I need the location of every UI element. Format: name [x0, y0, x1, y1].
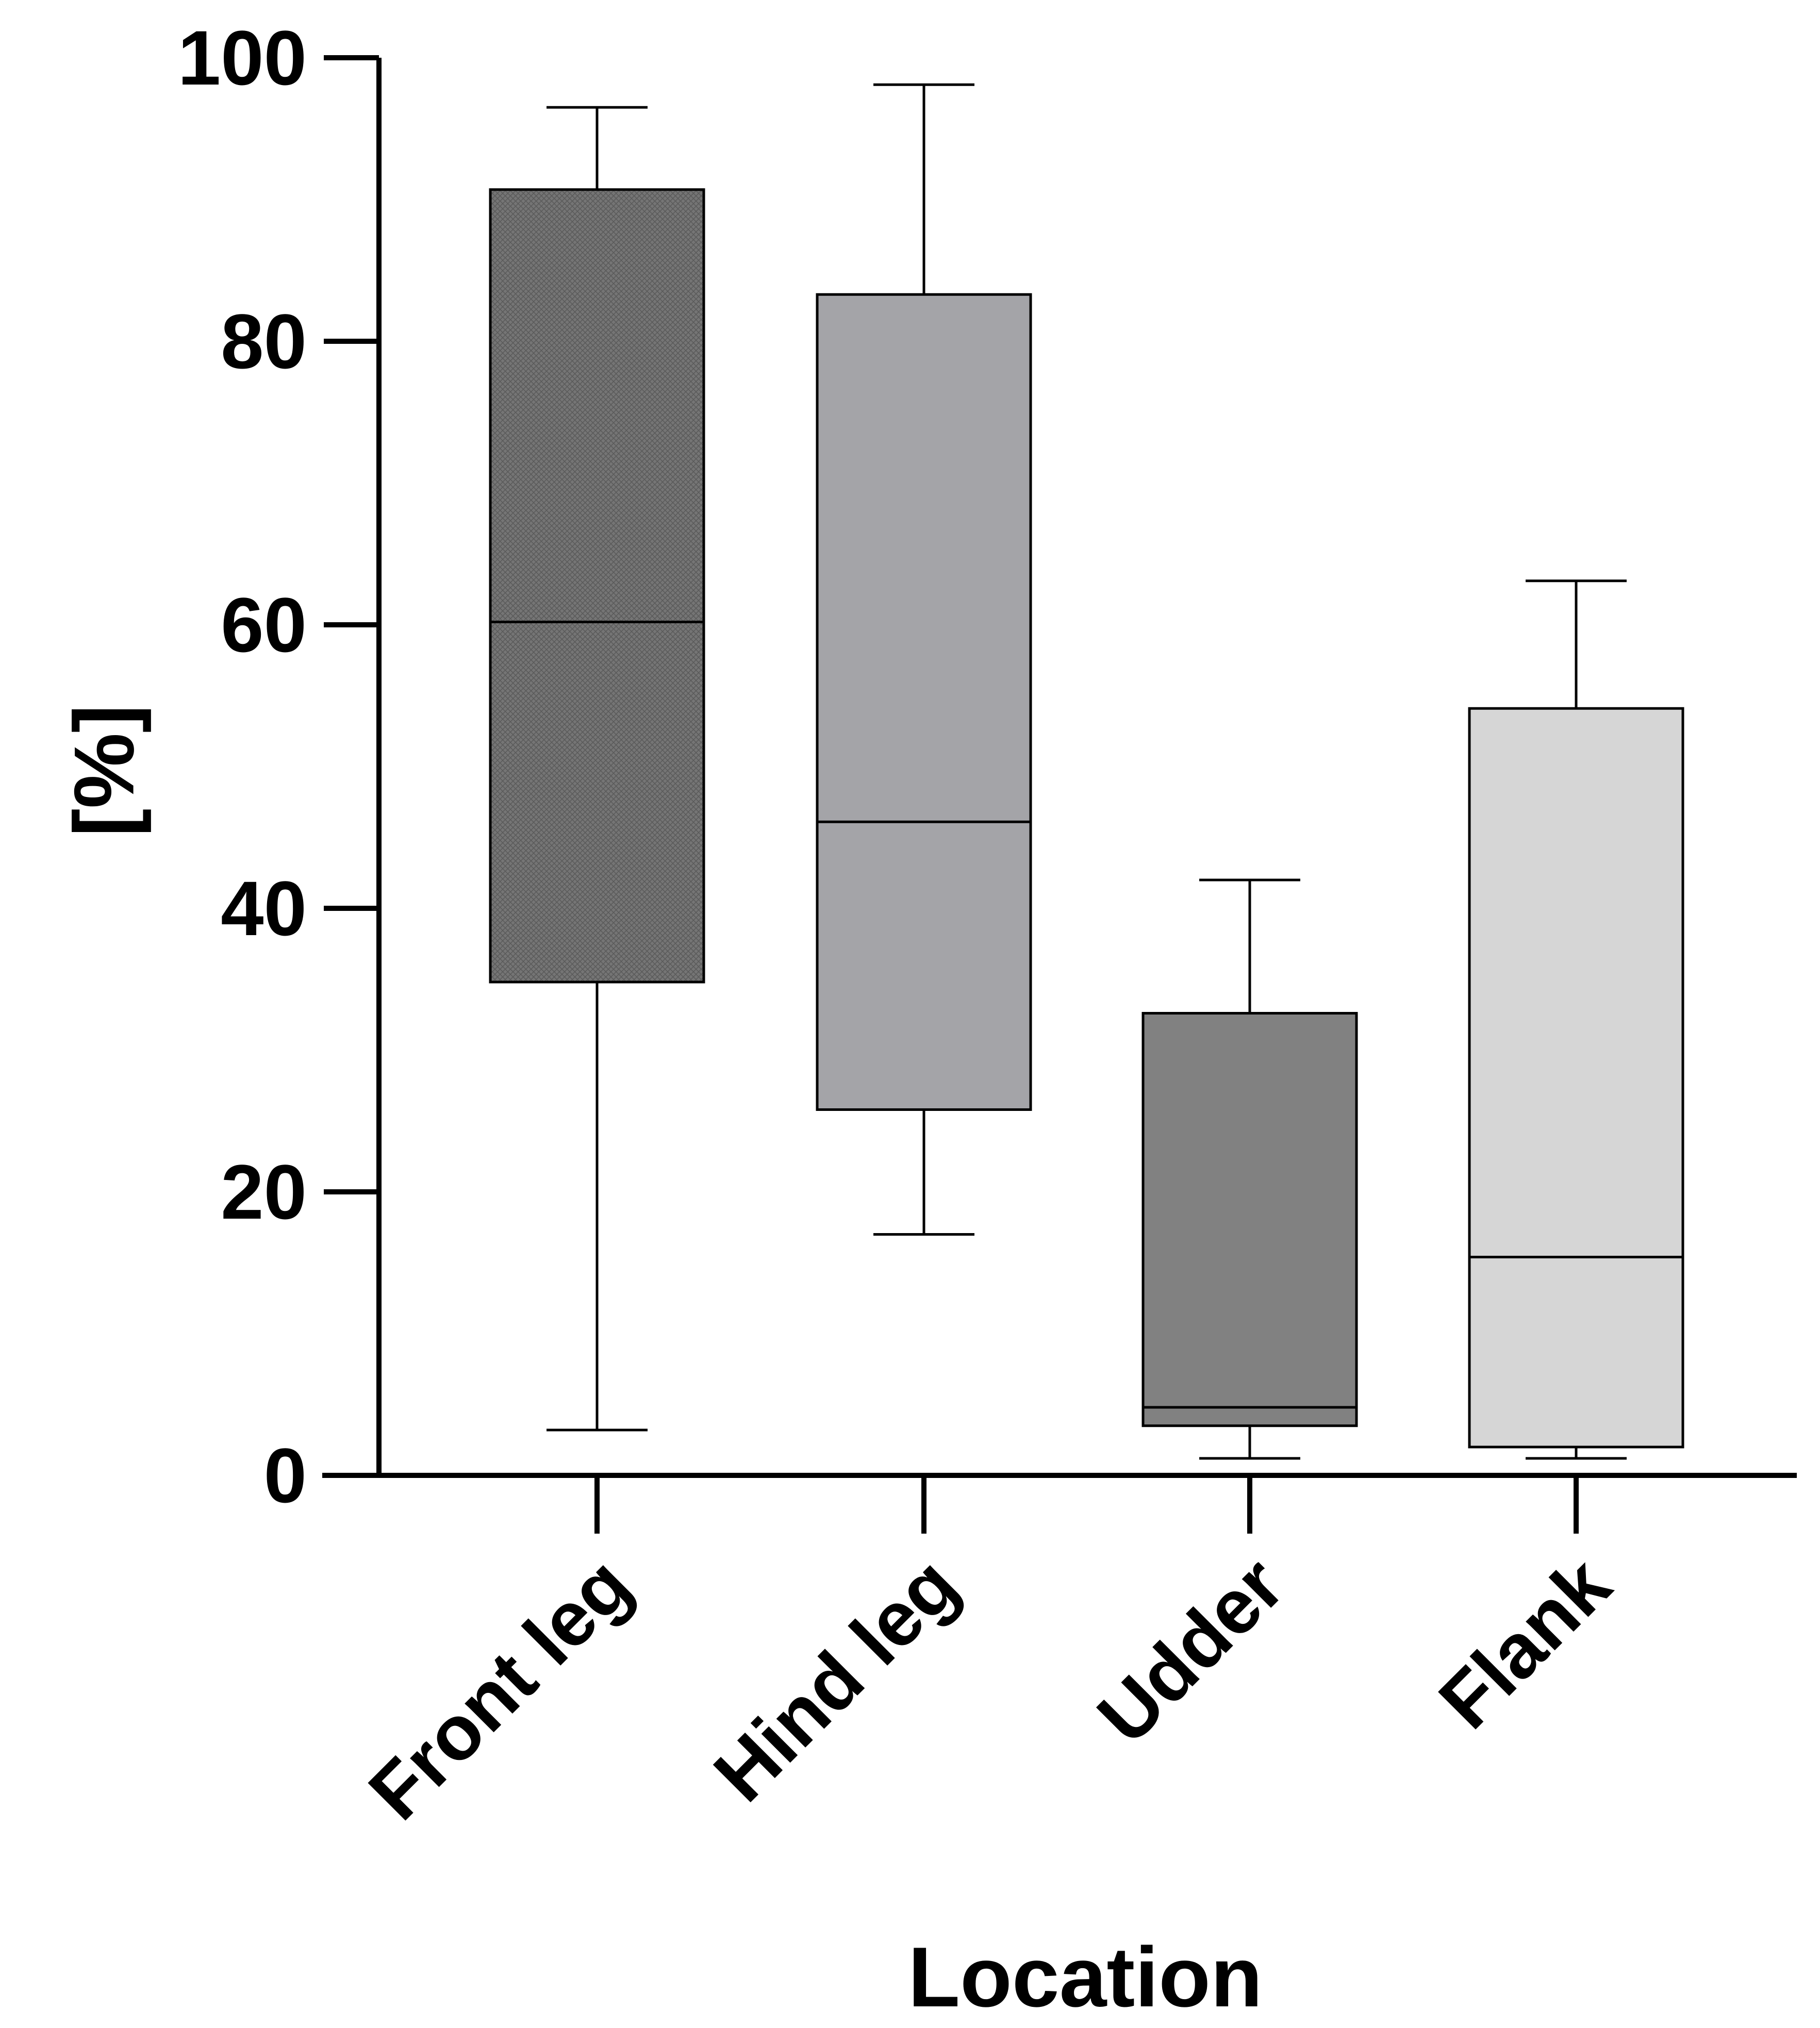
box-front-leg [489, 106, 705, 1432]
y-axis-title: [%] [57, 705, 152, 837]
y-tick-label: 20 [221, 1149, 307, 1235]
x-axis-title: Location [908, 1930, 1262, 2024]
y-tick-label: 100 [178, 14, 307, 101]
box-body [816, 293, 1032, 1111]
box-body [1141, 1012, 1358, 1427]
box-body [489, 188, 705, 984]
x-tick-label: Hind leg [697, 1541, 974, 1818]
x-tick-label: Front leg [352, 1541, 647, 1836]
y-tick-label: 80 [221, 298, 307, 385]
boxes-layer [489, 83, 1684, 1460]
box-udder [1141, 878, 1358, 1460]
x-ticks: Front leg Hind leg Udder Flank [352, 1475, 1627, 1836]
y-tick-label: 40 [221, 865, 307, 952]
y-ticks: 0 20 40 60 80 100 [178, 14, 379, 1519]
box-hind-leg [816, 83, 1032, 1236]
x-tick-label: Flank [1422, 1540, 1627, 1744]
x-tick-label: Udder [1081, 1541, 1300, 1760]
box-flank [1468, 579, 1684, 1460]
box-body [1468, 707, 1684, 1449]
y-tick-label: 60 [221, 581, 307, 668]
y-tick-label: 0 [264, 1432, 307, 1519]
